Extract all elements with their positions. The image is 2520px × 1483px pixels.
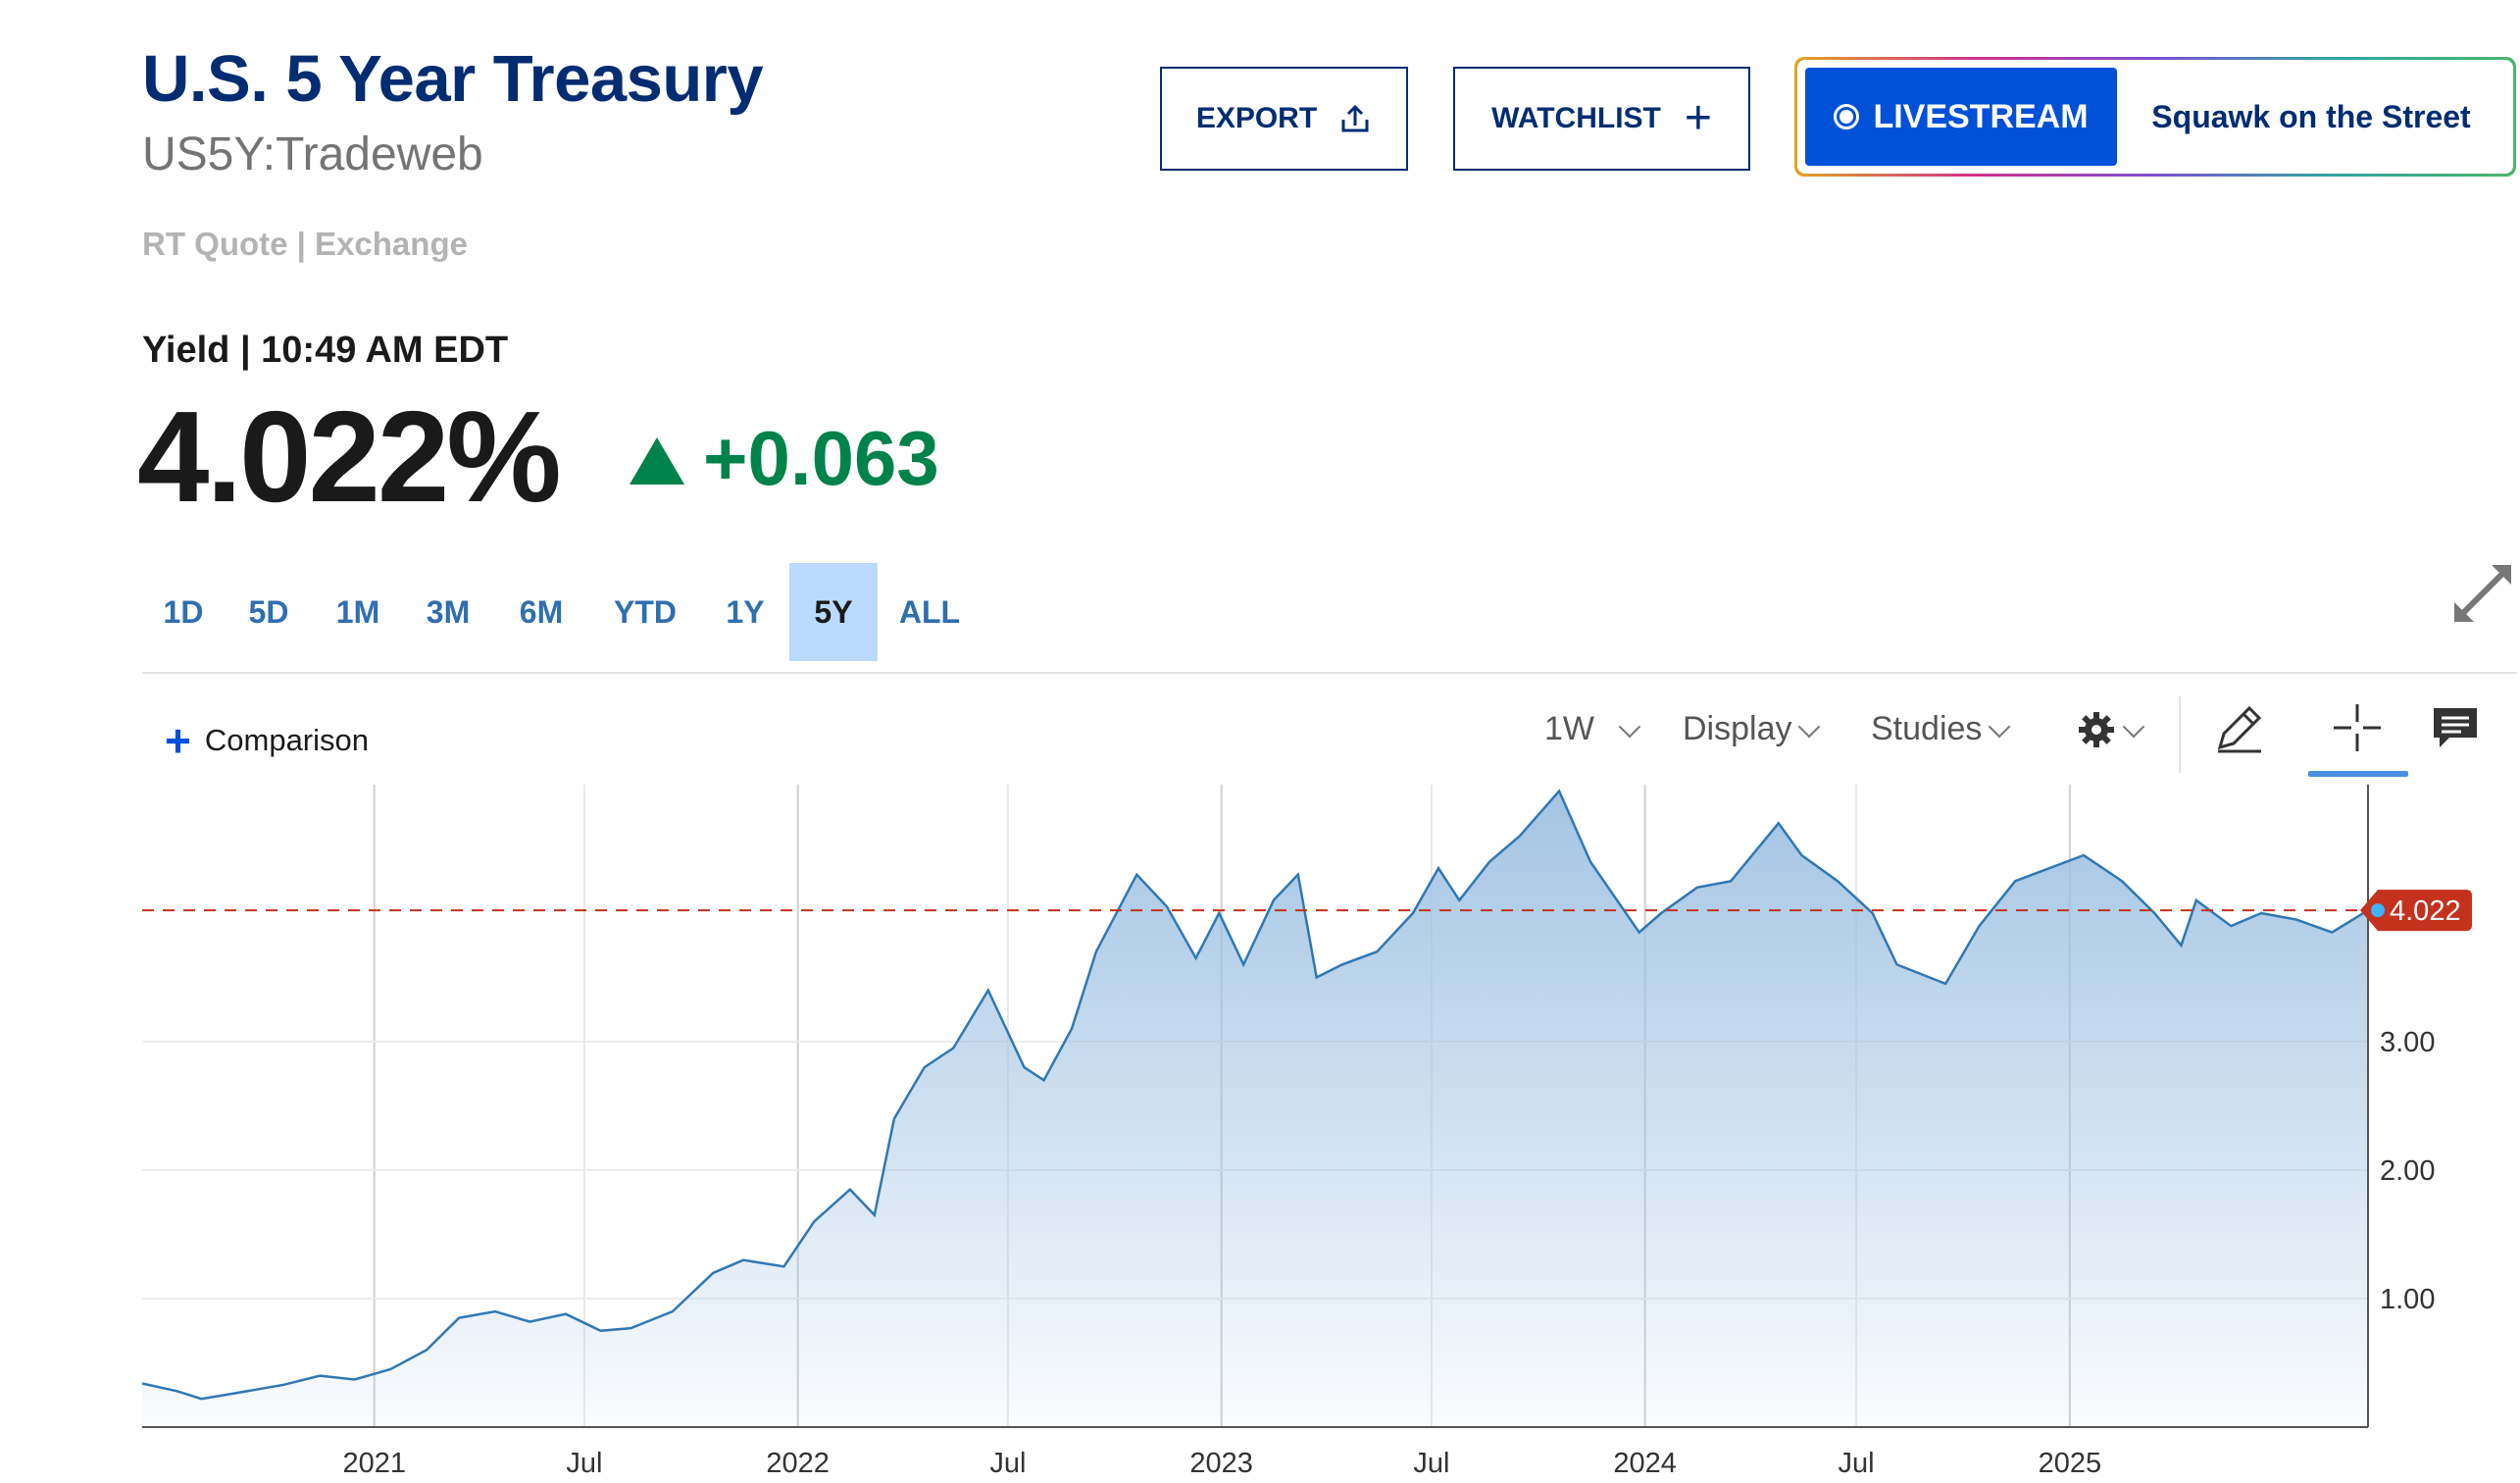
series-line	[141, 789, 2369, 1401]
range-tab-3m[interactable]: 3M	[426, 593, 471, 630]
range-tab-6m[interactable]: 6M	[519, 593, 564, 630]
page-title: U.S. 5 Year Treasury	[142, 42, 764, 116]
share-icon	[1341, 104, 1369, 132]
x-tick-label: 2022	[766, 1448, 830, 1479]
interval-label: 1W	[1544, 710, 1594, 747]
range-tabs: 1D 5D 1M 3M 6M YTD 1Y 5Y ALL	[142, 563, 982, 663]
current-value-label: 4.022	[2390, 895, 2461, 927]
comparison-button[interactable]: + Comparison	[165, 718, 369, 763]
divider	[142, 672, 2517, 674]
livestream-label: LIVESTREAM	[1873, 97, 2089, 135]
export-button[interactable]: EXPORT	[1160, 67, 1408, 171]
export-label: EXPORT	[1195, 102, 1318, 134]
quote-type: RT Quote | Exchange	[142, 226, 468, 262]
livestream-show-link[interactable]: Squawk on the Street	[2151, 98, 2471, 134]
tick-labels: 2021 Jul 2022 Jul 2023 Jul 2024 Jul 2025 1.00 2.00…	[342, 1027, 2435, 1479]
x-tick-label: 2021	[342, 1448, 406, 1479]
interval-dropdown[interactable]: 1W	[1544, 710, 1641, 748]
x-tick-label: 2023	[1189, 1448, 1253, 1479]
range-tab-5d[interactable]: 5D	[248, 593, 289, 630]
expand-icon[interactable]	[2448, 559, 2517, 628]
studies-label: Studies	[1871, 710, 1983, 747]
arrow-up-icon	[630, 437, 684, 485]
range-tab-ytd[interactable]: YTD	[614, 593, 677, 630]
area-fill	[142, 791, 2368, 1427]
display-dropdown[interactable]: Display	[1683, 710, 1821, 748]
x-tick-label: 2025	[2039, 1448, 2102, 1479]
ticker-symbol: US5Y:Tradeweb	[142, 128, 483, 180]
crosshair-active-indicator	[2308, 771, 2408, 777]
studies-dropdown[interactable]: Studies	[1871, 710, 2011, 748]
range-tab-1y[interactable]: 1Y	[726, 593, 765, 630]
comparison-label: Comparison	[204, 723, 369, 757]
current-point-marker	[2371, 903, 2385, 918]
plus-icon: +	[1684, 92, 1712, 144]
x-tick-label: Jul	[989, 1448, 1026, 1479]
range-tab-1m[interactable]: 1M	[335, 593, 380, 630]
y-tick-label: 3.00	[2380, 1027, 2435, 1058]
x-tick-label: Jul	[566, 1448, 602, 1479]
y-tick-label: 2.00	[2380, 1155, 2435, 1187]
yield-timestamp: Yield | 10:49 AM EDT	[142, 330, 509, 371]
axes	[142, 785, 2369, 1428]
settings-dropdown[interactable]	[2077, 710, 2145, 749]
price-change: +0.063	[703, 415, 939, 501]
display-label: Display	[1683, 710, 1792, 747]
range-tab-1d[interactable]: 1D	[163, 593, 204, 630]
range-tab-5y[interactable]: 5Y	[789, 563, 878, 661]
x-tick-label: Jul	[1413, 1448, 1449, 1479]
livestream-panel: LIVESTREAM Squawk on the Street	[1794, 57, 2516, 177]
x-tick-label: Jul	[1839, 1448, 1875, 1479]
pencil-icon[interactable]	[2210, 698, 2269, 757]
current-value-tag: 4.022	[2360, 890, 2472, 932]
comment-icon[interactable]	[2426, 698, 2485, 757]
live-dot-icon	[1834, 104, 1860, 129]
gear-icon	[2079, 712, 2114, 747]
range-tab-all[interactable]: ALL	[898, 593, 961, 630]
plus-icon: +	[165, 715, 191, 766]
livestream-button[interactable]: LIVESTREAM	[1805, 68, 2117, 166]
crosshair-icon[interactable]	[2328, 698, 2387, 757]
toolbar-divider	[2179, 696, 2181, 773]
y-tick-label: 1.00	[2380, 1284, 2435, 1315]
watchlist-label: WATCHLIST	[1491, 102, 1661, 134]
current-price: 4.022%	[137, 384, 562, 529]
watchlist-button[interactable]: WATCHLIST +	[1453, 67, 1750, 171]
x-tick-label: 2024	[1613, 1448, 1677, 1479]
